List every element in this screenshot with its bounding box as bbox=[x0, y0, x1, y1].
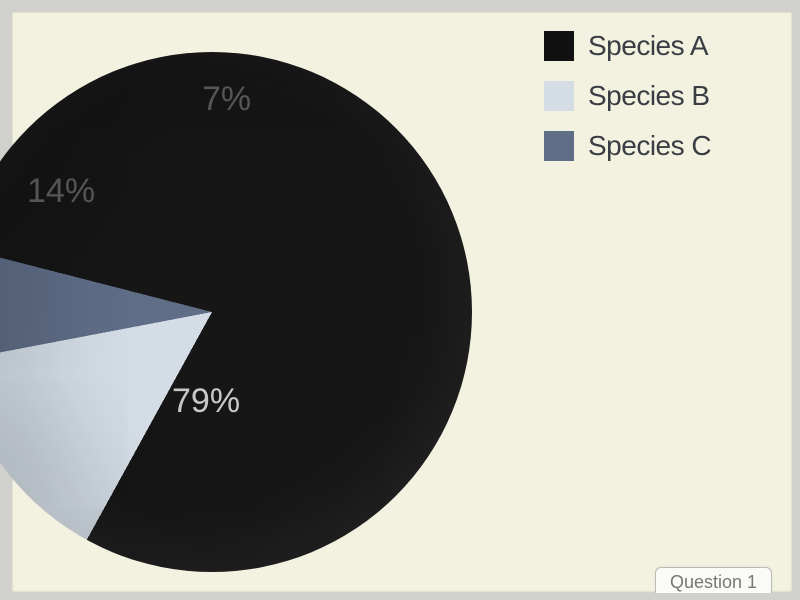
legend: Species A Species B Species C bbox=[544, 30, 734, 180]
question-nav-button[interactable]: Question 1 bbox=[655, 567, 772, 593]
pie-chart: 79% 14% 7% bbox=[0, 52, 472, 572]
slice-label-species-c: 7% bbox=[202, 80, 251, 119]
legend-item-species-c: Species C bbox=[544, 130, 734, 162]
legend-swatch-species-c bbox=[544, 131, 574, 161]
legend-item-species-b: Species B bbox=[544, 80, 734, 112]
legend-label-species-c: Species C bbox=[588, 130, 711, 162]
chart-panel: 79% 14% 7% Species A Species B Species C… bbox=[12, 12, 792, 592]
legend-swatch-species-a bbox=[544, 31, 574, 61]
legend-swatch-species-b bbox=[544, 81, 574, 111]
slice-label-species-b: 14% bbox=[27, 172, 95, 211]
pie-surface bbox=[0, 52, 472, 572]
slice-label-species-a: 79% bbox=[172, 382, 240, 421]
screen-frame: 79% 14% 7% Species A Species B Species C… bbox=[0, 0, 800, 600]
legend-label-species-a: Species A bbox=[588, 30, 708, 62]
legend-label-species-b: Species B bbox=[588, 80, 710, 112]
legend-item-species-a: Species A bbox=[544, 30, 734, 62]
